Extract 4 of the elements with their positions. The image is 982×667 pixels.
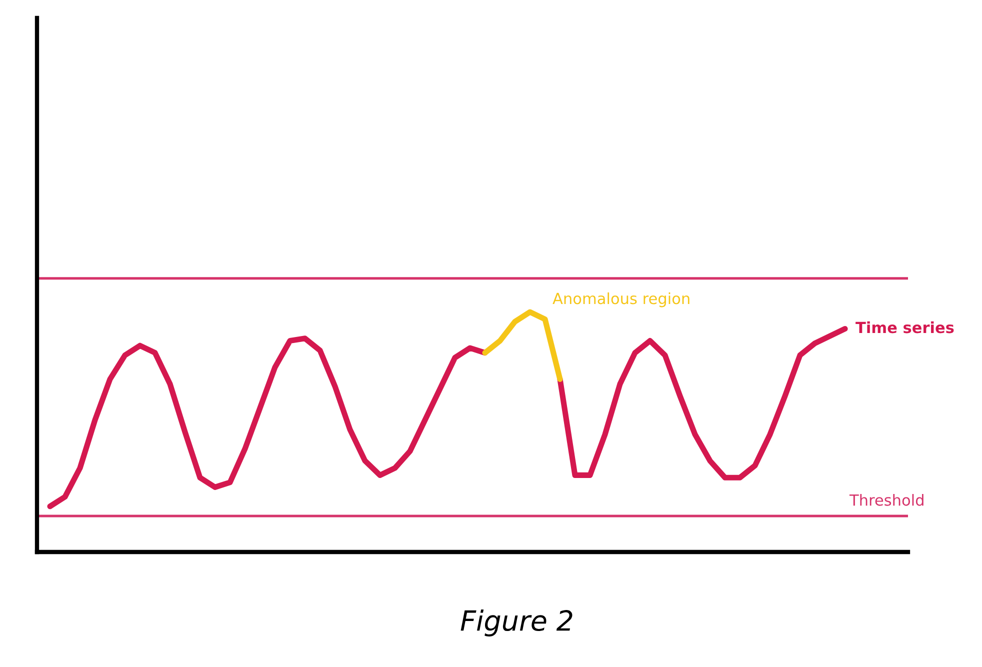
caption: Figure 2: [460, 610, 572, 636]
series-label: Anomalous region: [552, 292, 690, 308]
series-label: Time series: [856, 321, 954, 334]
ref-line-label: Threshold: [849, 494, 924, 506]
